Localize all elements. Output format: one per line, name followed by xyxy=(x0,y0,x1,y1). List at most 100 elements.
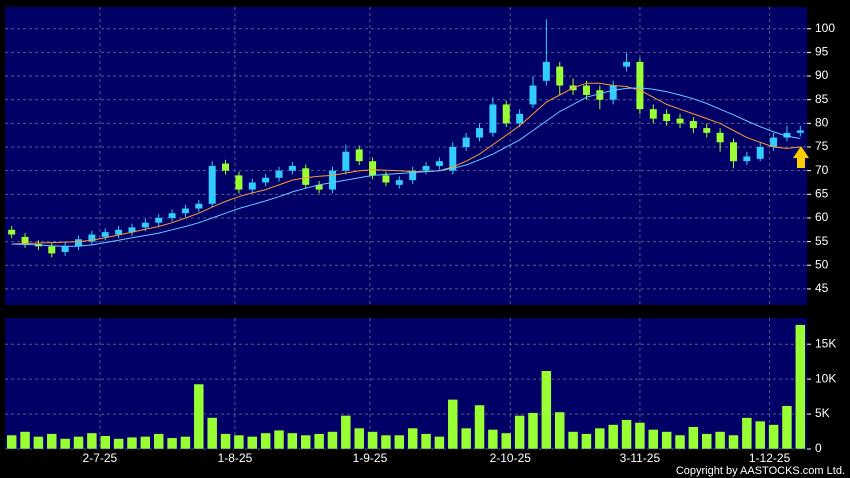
y-tick-label: 65 xyxy=(815,186,829,200)
x-tick-label: 1-8-25 xyxy=(218,451,253,465)
volume-bar xyxy=(728,434,739,450)
candle-body xyxy=(542,61,550,81)
volume-bar xyxy=(206,417,218,450)
candle-body xyxy=(743,156,751,162)
volume-bar xyxy=(140,436,151,450)
volume-bar xyxy=(781,405,793,450)
candle-body xyxy=(716,132,724,143)
volume-bar xyxy=(287,432,298,450)
y-tick-label: 70 xyxy=(815,163,829,177)
candle-body xyxy=(382,175,390,183)
candle-body xyxy=(128,227,136,233)
volume-bar xyxy=(353,427,365,450)
candle-body xyxy=(636,61,644,110)
y-tick-label: 60 xyxy=(815,210,829,224)
candle-body xyxy=(48,246,56,254)
volume-bar xyxy=(754,420,766,450)
y-tick-label: 45 xyxy=(815,281,829,295)
volume-bar xyxy=(59,438,71,450)
volume-bar xyxy=(153,433,164,450)
candle-body xyxy=(141,222,149,228)
volume-bar xyxy=(327,431,338,450)
volume-bar xyxy=(180,436,191,450)
volume-bar xyxy=(100,435,111,450)
candle-body xyxy=(222,163,230,171)
candle-body xyxy=(556,66,564,86)
volume-bar xyxy=(394,434,405,450)
volume-bar xyxy=(567,431,579,450)
volume-bar xyxy=(581,433,592,450)
candle-body xyxy=(195,203,203,209)
x-tick-label: 2-10-25 xyxy=(490,451,532,465)
candle-body xyxy=(315,184,323,190)
candle-body xyxy=(462,137,470,148)
volume-bar xyxy=(768,424,779,450)
candle-body xyxy=(328,170,336,190)
candle-body xyxy=(168,213,176,218)
volume-bar xyxy=(607,424,619,450)
candle-body xyxy=(409,170,417,181)
candle-body xyxy=(623,61,631,67)
y-tick-label: 95 xyxy=(815,45,829,59)
volume-bar xyxy=(594,427,606,450)
candle-body xyxy=(729,142,737,162)
candle-body xyxy=(355,149,363,162)
volume-bar xyxy=(273,429,285,450)
volume-bar xyxy=(126,436,138,450)
volume-bar xyxy=(701,433,712,450)
candle-body xyxy=(489,104,497,133)
volume-bar xyxy=(741,417,753,450)
volume-bar xyxy=(501,432,512,450)
volume-bar xyxy=(621,419,632,450)
candle-body xyxy=(422,165,430,171)
volume-bar xyxy=(420,433,432,450)
volume-bar xyxy=(527,412,539,450)
y-tick-label: 50 xyxy=(815,257,829,271)
candle-body xyxy=(75,239,83,247)
x-tick-label: 3-11-25 xyxy=(620,451,661,465)
volume-bar xyxy=(300,434,311,450)
candle-body xyxy=(596,90,604,100)
candle-body xyxy=(288,165,296,171)
volume-bar xyxy=(113,438,124,450)
y-tick-label: 100 xyxy=(815,21,835,35)
volume-bar xyxy=(340,415,352,450)
candle-body xyxy=(369,161,377,176)
volume-bar xyxy=(514,415,525,450)
volume-bar xyxy=(795,324,806,450)
y-tick-label: 15K xyxy=(815,336,836,350)
moving-average xyxy=(11,87,801,247)
y-tick-label: 90 xyxy=(815,68,829,82)
x-tick-label: 2-7-25 xyxy=(83,451,118,465)
candle-body xyxy=(476,128,484,138)
candle-body xyxy=(342,151,350,171)
candle-body xyxy=(449,147,457,171)
candle-body xyxy=(502,104,510,124)
volume-bar xyxy=(554,411,565,450)
y-tick-label: 85 xyxy=(815,92,829,106)
candle-body xyxy=(101,232,109,237)
y-tick-label: 5K xyxy=(815,406,830,420)
candle-body xyxy=(181,208,189,214)
volume-bar xyxy=(46,433,58,450)
candle-body xyxy=(582,85,590,95)
volume-bar xyxy=(380,434,392,450)
candle-body xyxy=(395,180,403,185)
volume-bar xyxy=(434,436,445,450)
volume-bar xyxy=(688,426,699,450)
arrow-marker xyxy=(793,146,809,168)
candle-body xyxy=(88,234,96,242)
copyright: Copyright by AASTOCKS.com Ltd. xyxy=(676,465,845,477)
volume-bar xyxy=(460,427,472,450)
candle-body xyxy=(155,217,163,223)
candle-body xyxy=(248,182,256,190)
volume-bar xyxy=(6,434,17,450)
candle-body xyxy=(703,128,711,133)
volume-bar xyxy=(634,422,646,450)
volume-bar xyxy=(247,436,258,450)
volume-bar xyxy=(661,431,672,450)
y-tick-label: 10K xyxy=(815,371,836,385)
candle-body xyxy=(609,85,617,100)
